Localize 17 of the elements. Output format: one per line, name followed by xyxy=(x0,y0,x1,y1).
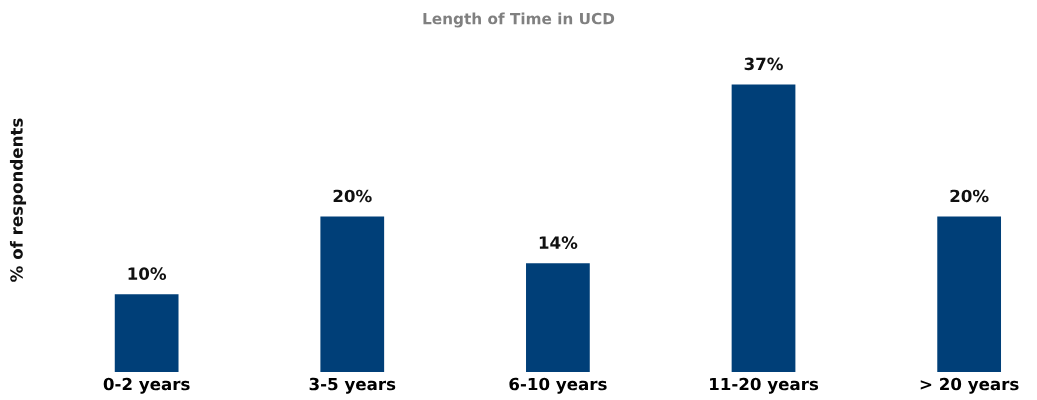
data-label: 14% xyxy=(539,236,578,249)
x-tick-label: > 20 years xyxy=(920,377,1019,394)
bar xyxy=(526,263,590,372)
x-tick-label: 3-5 years xyxy=(309,377,396,394)
data-label: 10% xyxy=(128,267,167,280)
data-label: 20% xyxy=(950,189,989,203)
bar xyxy=(114,294,179,372)
bar xyxy=(320,216,385,372)
data-label: 37% xyxy=(744,57,783,71)
bar xyxy=(731,84,796,372)
x-tick-label: 0-2 years xyxy=(103,377,190,394)
chart-title: Length of Time in UCD xyxy=(423,12,615,28)
data-label: 20% xyxy=(333,189,372,203)
bar xyxy=(937,216,1002,372)
x-tick-label: 11-20 years xyxy=(710,377,819,394)
y-axis-title: % of respondents xyxy=(9,118,27,282)
x-tick-label: 6-10 years xyxy=(509,377,607,394)
